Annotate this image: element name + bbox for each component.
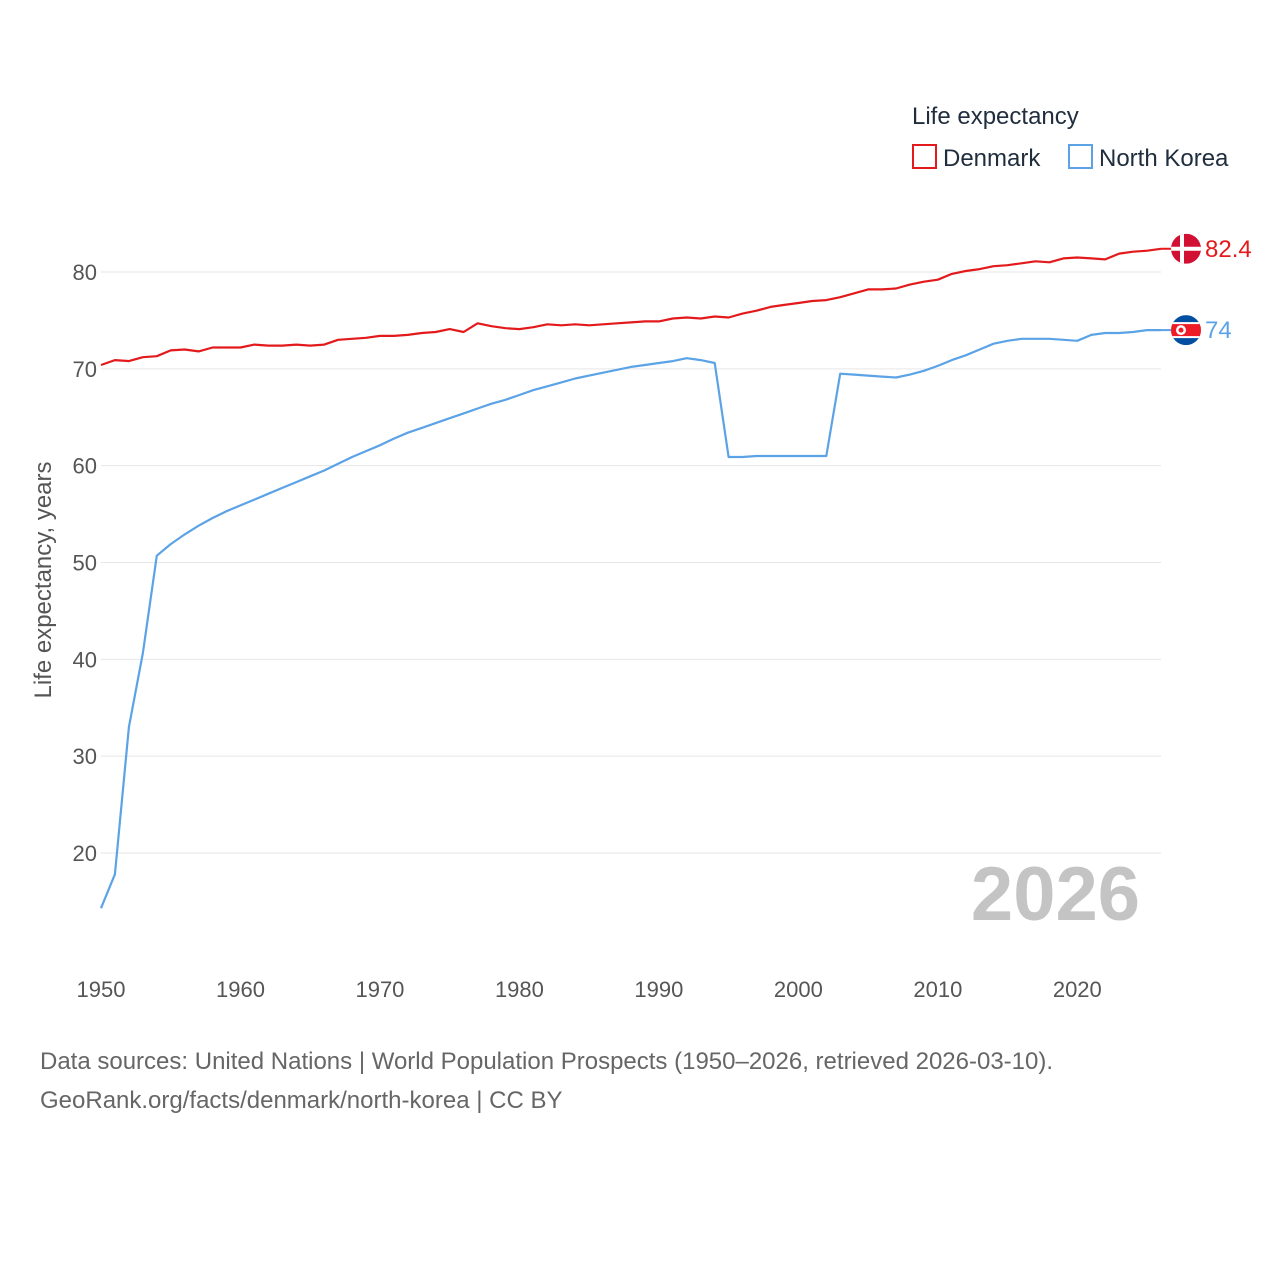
y-tick-label-30: 30 — [73, 744, 97, 769]
line-chart: 20 30 40 50 60 70 80 1950 1960 1970 1980 1990 2000 2… — [30, 103, 1252, 1002]
series-line-denmark — [100, 247, 1162, 367]
y-axis-ticks: 20 30 40 50 60 70 80 — [73, 260, 97, 866]
denmark-flag-icon — [1171, 233, 1201, 264]
y-tick-label-50: 50 — [73, 551, 97, 576]
source-note: Data sources: United Nations | World Pop… — [40, 1042, 1053, 1120]
x-tick-label-1950: 1950 — [77, 977, 126, 1002]
gridlines — [101, 271, 1161, 854]
year-watermark: 2026 — [971, 852, 1140, 937]
credit-line: GeoRank.org/facts/denmark/north-korea | … — [40, 1087, 563, 1114]
y-axis-label: Life expectancy, years — [30, 461, 57, 698]
end-label-north-korea: 74 — [1205, 317, 1232, 344]
x-axis-ticks: 1950 1960 1970 1980 1990 2000 2010 2020 — [77, 977, 1102, 1002]
y-tick-label-60: 60 — [73, 454, 97, 479]
end-label-denmark: 82.4 — [1205, 236, 1252, 263]
series-lines — [99, 247, 1162, 909]
y-tick-label-80: 80 — [73, 260, 97, 285]
y-tick-label-20: 20 — [73, 841, 97, 866]
legend-swatch-north-korea — [1068, 144, 1093, 169]
legend-swatch-denmark — [912, 144, 937, 169]
end-labels: 82.4 74 — [1161, 233, 1252, 346]
legend-item-denmark[interactable]: Denmark — [912, 144, 1041, 172]
y-tick-label-40: 40 — [73, 647, 97, 672]
north-korea-flag-icon — [1171, 315, 1201, 346]
x-tick-label-1970: 1970 — [355, 977, 404, 1002]
legend: Life expectancy Denmark North Korea — [912, 103, 1229, 172]
legend-title: Life expectancy — [912, 103, 1079, 130]
y-tick-label-70: 70 — [73, 357, 97, 382]
x-tick-label-1980: 1980 — [495, 977, 544, 1002]
series-line-north-korea — [99, 329, 1161, 909]
x-tick-label-2020: 2020 — [1053, 977, 1102, 1002]
source-line: Data sources: United Nations | World Pop… — [40, 1048, 1054, 1075]
x-tick-label-2010: 2010 — [913, 977, 962, 1002]
legend-item-north-korea[interactable]: North Korea — [1068, 144, 1229, 172]
x-tick-label-1960: 1960 — [216, 977, 265, 1002]
legend-label-north-korea: North Korea — [1099, 145, 1229, 172]
legend-label-denmark: Denmark — [943, 145, 1041, 172]
x-tick-label-2000: 2000 — [774, 977, 823, 1002]
x-tick-label-1990: 1990 — [634, 977, 683, 1002]
